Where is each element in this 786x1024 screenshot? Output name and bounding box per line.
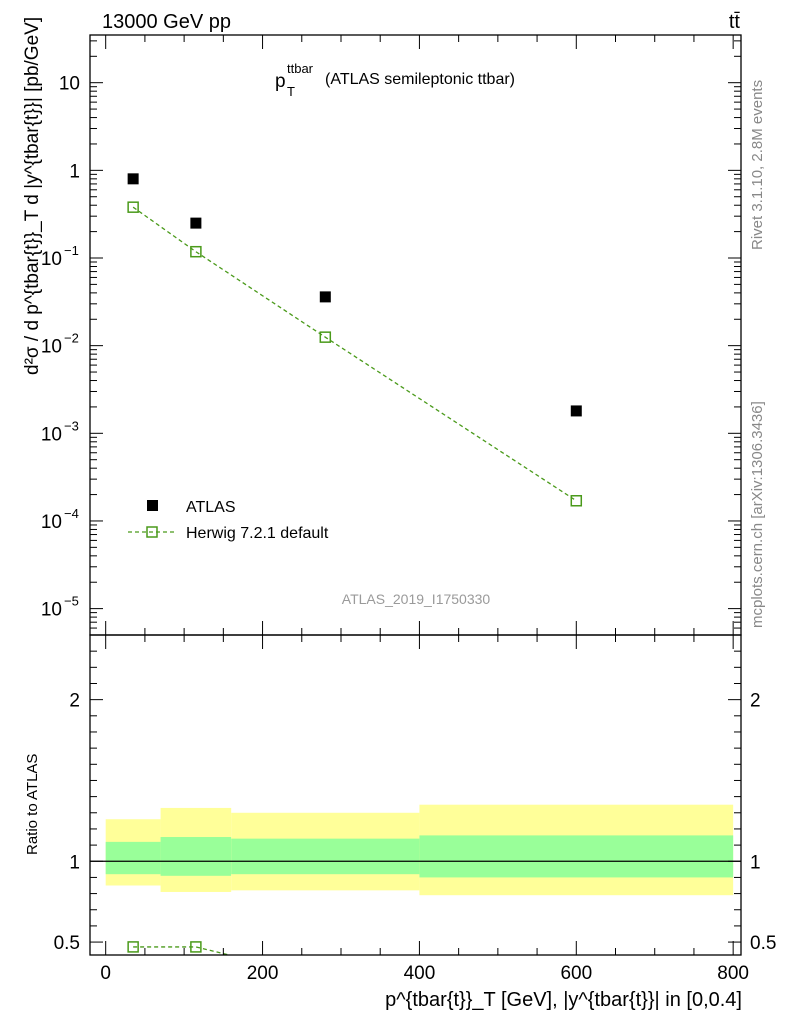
ratio-y-axis-label: Ratio to ATLAS: [24, 754, 41, 855]
ratio-mc-point: [127, 941, 139, 953]
ratio-y-tick-label-right: 2: [750, 691, 761, 712]
atlas-point: [319, 291, 331, 303]
y-tick-exponent: −2: [64, 331, 79, 346]
legend-data-marker: [147, 500, 158, 511]
x-tick-label: 400: [404, 963, 436, 984]
mc-line: [132, 206, 577, 502]
atlas-point: [127, 173, 139, 185]
mc-point: [319, 331, 332, 343]
y-tick-label: 10: [59, 74, 80, 95]
legend-data-label: ATLAS: [186, 499, 236, 516]
uncertainty-band-inner: [419, 835, 734, 878]
y-tick-label: 1: [69, 161, 80, 182]
y-tick-exponent: −5: [64, 594, 79, 609]
y-tick-label: 10: [41, 600, 62, 621]
atlas-point: [190, 217, 202, 229]
y-tick-exponent: −1: [64, 243, 79, 258]
y-tick-label: 10: [41, 337, 62, 358]
ratio-frame: [89, 634, 742, 956]
ratio-y-tick-label: 0.5: [54, 933, 80, 954]
legend: ATLAS Herwig 7.2.1 default: [128, 499, 329, 542]
plot-title-sup: ttbar: [287, 61, 314, 76]
atlas-point: [570, 405, 582, 417]
y-tick-exponent: −4: [64, 506, 79, 521]
y-tick-label: 10: [41, 424, 62, 445]
legend-mc-marker: [146, 526, 158, 538]
ratio-y-tick-label: 1: [69, 852, 80, 873]
uncertainty-band-inner: [105, 841, 161, 875]
analysis-id: ATLAS_2019_I1750330: [342, 591, 491, 607]
ratio-y-tick-label-right: 1: [750, 852, 761, 873]
y-tick-exponent: −3: [64, 418, 79, 433]
x-tick-label: 0: [100, 963, 111, 984]
x-tick-label: 600: [560, 963, 592, 984]
plot-title-rest: (ATLAS semileptonic ttbar): [325, 71, 515, 88]
ratio-y-tick-label-right: 0.5: [750, 933, 776, 954]
mc-point: [190, 245, 202, 258]
mc-point: [127, 201, 139, 213]
ratio-y-tick-label: 2: [69, 691, 80, 712]
y-axis-label: d²σ / d p^{tbar{t}}_T d |y^{tbar{t}}| [p…: [22, 17, 43, 375]
x-axis-label: p^{tbar{t}}_T [GeV], |y^{tbar{t}}| in [0…: [385, 989, 742, 1011]
ratio-mc-point: [190, 941, 202, 953]
uncertainty-band-inner: [231, 838, 420, 875]
mc-point: [570, 495, 583, 507]
rivet-label: Rivet 3.1.10, 2.8M events: [749, 80, 766, 250]
y-tick-label: 10: [41, 249, 62, 270]
y-tick-label: 10: [41, 512, 62, 533]
plot-title-sub: T: [287, 84, 295, 99]
ratio-mc-line: [133, 946, 230, 956]
legend-mc-label: Herwig 7.2.1 default: [186, 525, 329, 542]
uncertainty-band-inner: [160, 837, 232, 876]
process-label: tt̄: [729, 11, 741, 33]
plot-title-p: p: [275, 71, 286, 92]
x-tick-label: 200: [247, 963, 279, 984]
mcplots-label: mcplots.cern.ch [arXiv:1306.3436]: [749, 401, 766, 628]
x-tick-label: 800: [717, 963, 749, 984]
main-frame: [89, 34, 742, 636]
energy-label: 13000 GeV pp: [102, 11, 231, 33]
